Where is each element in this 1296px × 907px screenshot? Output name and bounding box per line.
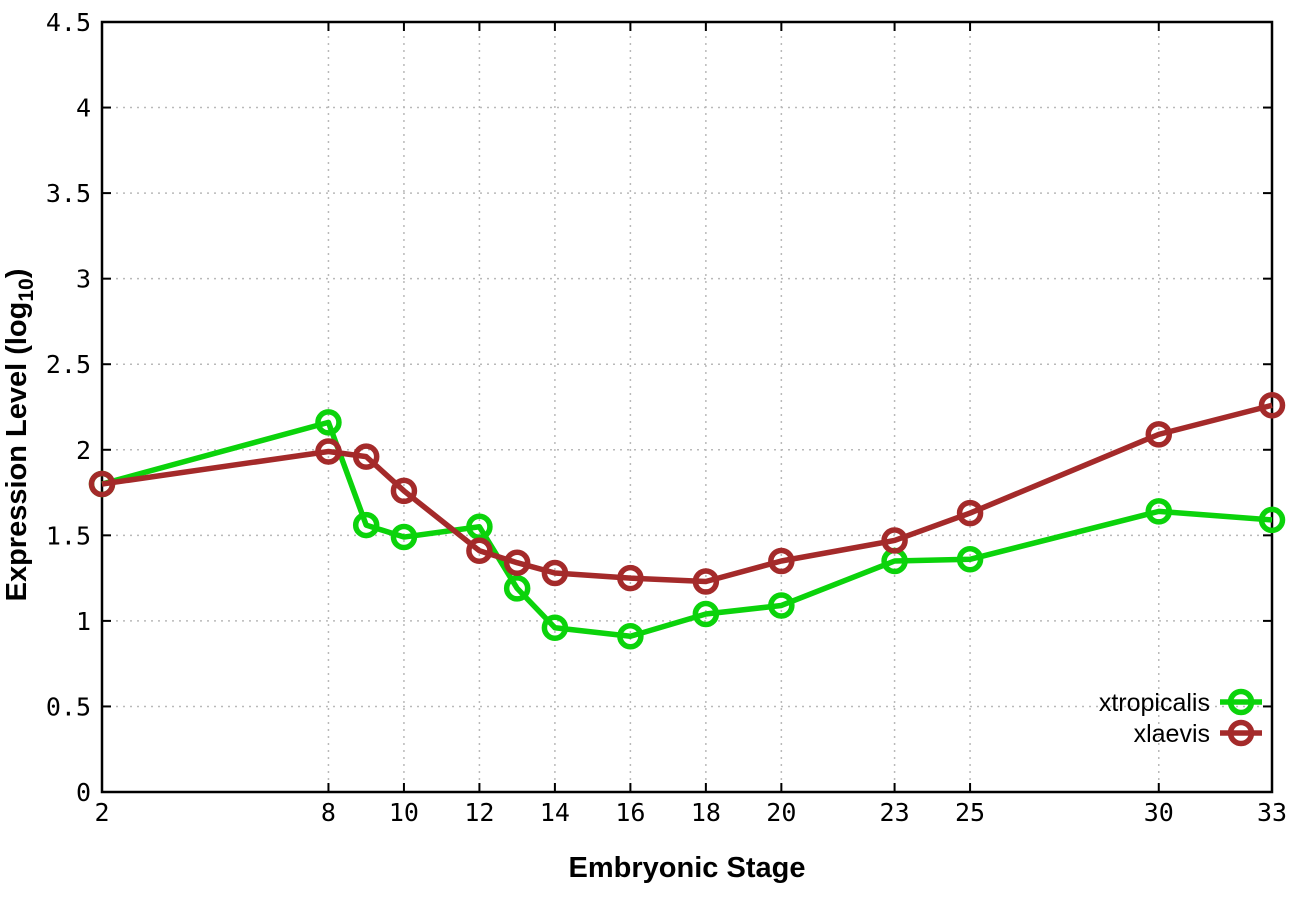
series-marker-xtropicalis [315,409,342,436]
series-marker-xtropicalis [466,513,493,541]
series-line-xtropicalis [101,419,1273,640]
series-marker-xtropicalis [541,614,569,641]
x-tick-label: 10 [389,798,419,827]
series-marker-xtropicalis [617,623,644,650]
y-tick-label: 4 [76,94,91,123]
series-marker-xlaevis [315,438,342,465]
legend: xtropicalis xlaevis [1099,688,1262,748]
series-marker-xlaevis [88,470,116,498]
series-marker-xlaevis [692,568,720,595]
x-tick-label: 12 [464,798,494,827]
x-tick-label: 33 [1257,798,1287,827]
series-marker-xlaevis [1145,421,1173,448]
y-tick-label: 1.5 [46,521,91,550]
series-marker-xlaevis [503,549,531,576]
y-axis-title: Expression Level (log10) [1,269,38,602]
grid-layer [101,21,1273,793]
x-tick-label: 18 [691,798,721,827]
series-marker-xlaevis [881,527,908,554]
legend-label-xlaevis: xlaevis [1134,720,1210,748]
y-tick-label: 2.5 [46,350,91,379]
series-marker-xtropicalis [1145,498,1173,525]
series-marker-xtropicalis [390,523,418,551]
series-marker-xlaevis [617,564,644,592]
y-tick-label: 3 [76,265,91,294]
series-marker-xtropicalis [956,546,984,573]
legend-marker-icon-xlaevis [1227,719,1255,747]
x-tick-label: 8 [321,798,336,827]
legend-marker-icon-xtropicalis [1227,688,1255,716]
y-tick-label: 3.5 [46,179,91,208]
x-axis-title: Embryonic Stage [569,852,806,884]
series-marker-xlaevis [956,499,984,527]
y-tick-label: 0.5 [46,692,91,721]
legend-label-xtropicalis: xtropicalis [1099,689,1210,717]
axis-layer: 2 8 10 12 14 16 18 20 23 25 30 33 0 0.5 1 1.5 2 2.5 3 3.5 4 4… [46,8,1287,827]
x-tick-label: 14 [540,798,570,827]
series-marker-xlaevis [466,537,493,564]
series-marker-xlaevis [541,559,569,587]
x-tick-label: 30 [1144,798,1174,827]
series-marker-xtropicalis [692,600,720,628]
plot-border [100,20,1274,794]
series-marker-xtropicalis [503,575,531,602]
x-tick-label: 16 [615,798,645,827]
series-marker-xlaevis [768,547,795,575]
x-tick-label: 23 [880,798,910,827]
series-layer [88,392,1286,650]
x-tick-label: 25 [955,798,985,827]
series-marker-xlaevis [352,443,380,470]
series-marker-xtropicalis [1258,506,1286,534]
x-tick-label: 2 [94,798,109,827]
y-tick-label: 1 [76,607,91,636]
series-marker-xtropicalis [768,592,795,619]
series-line-xlaevis [101,402,1273,585]
y-tick-label: 2 [76,436,91,465]
series-marker-xlaevis [390,477,418,505]
legend-item-xtropicalis: xtropicalis [1099,688,1262,717]
series-marker-xtropicalis [352,511,380,539]
x-tick-label: 20 [766,798,796,827]
series-marker-xlaevis [1258,392,1286,419]
legend-item-xlaevis: xlaevis [1134,719,1262,748]
y-tick-label: 0 [76,778,91,807]
y-tick-label: 4.5 [46,8,91,37]
